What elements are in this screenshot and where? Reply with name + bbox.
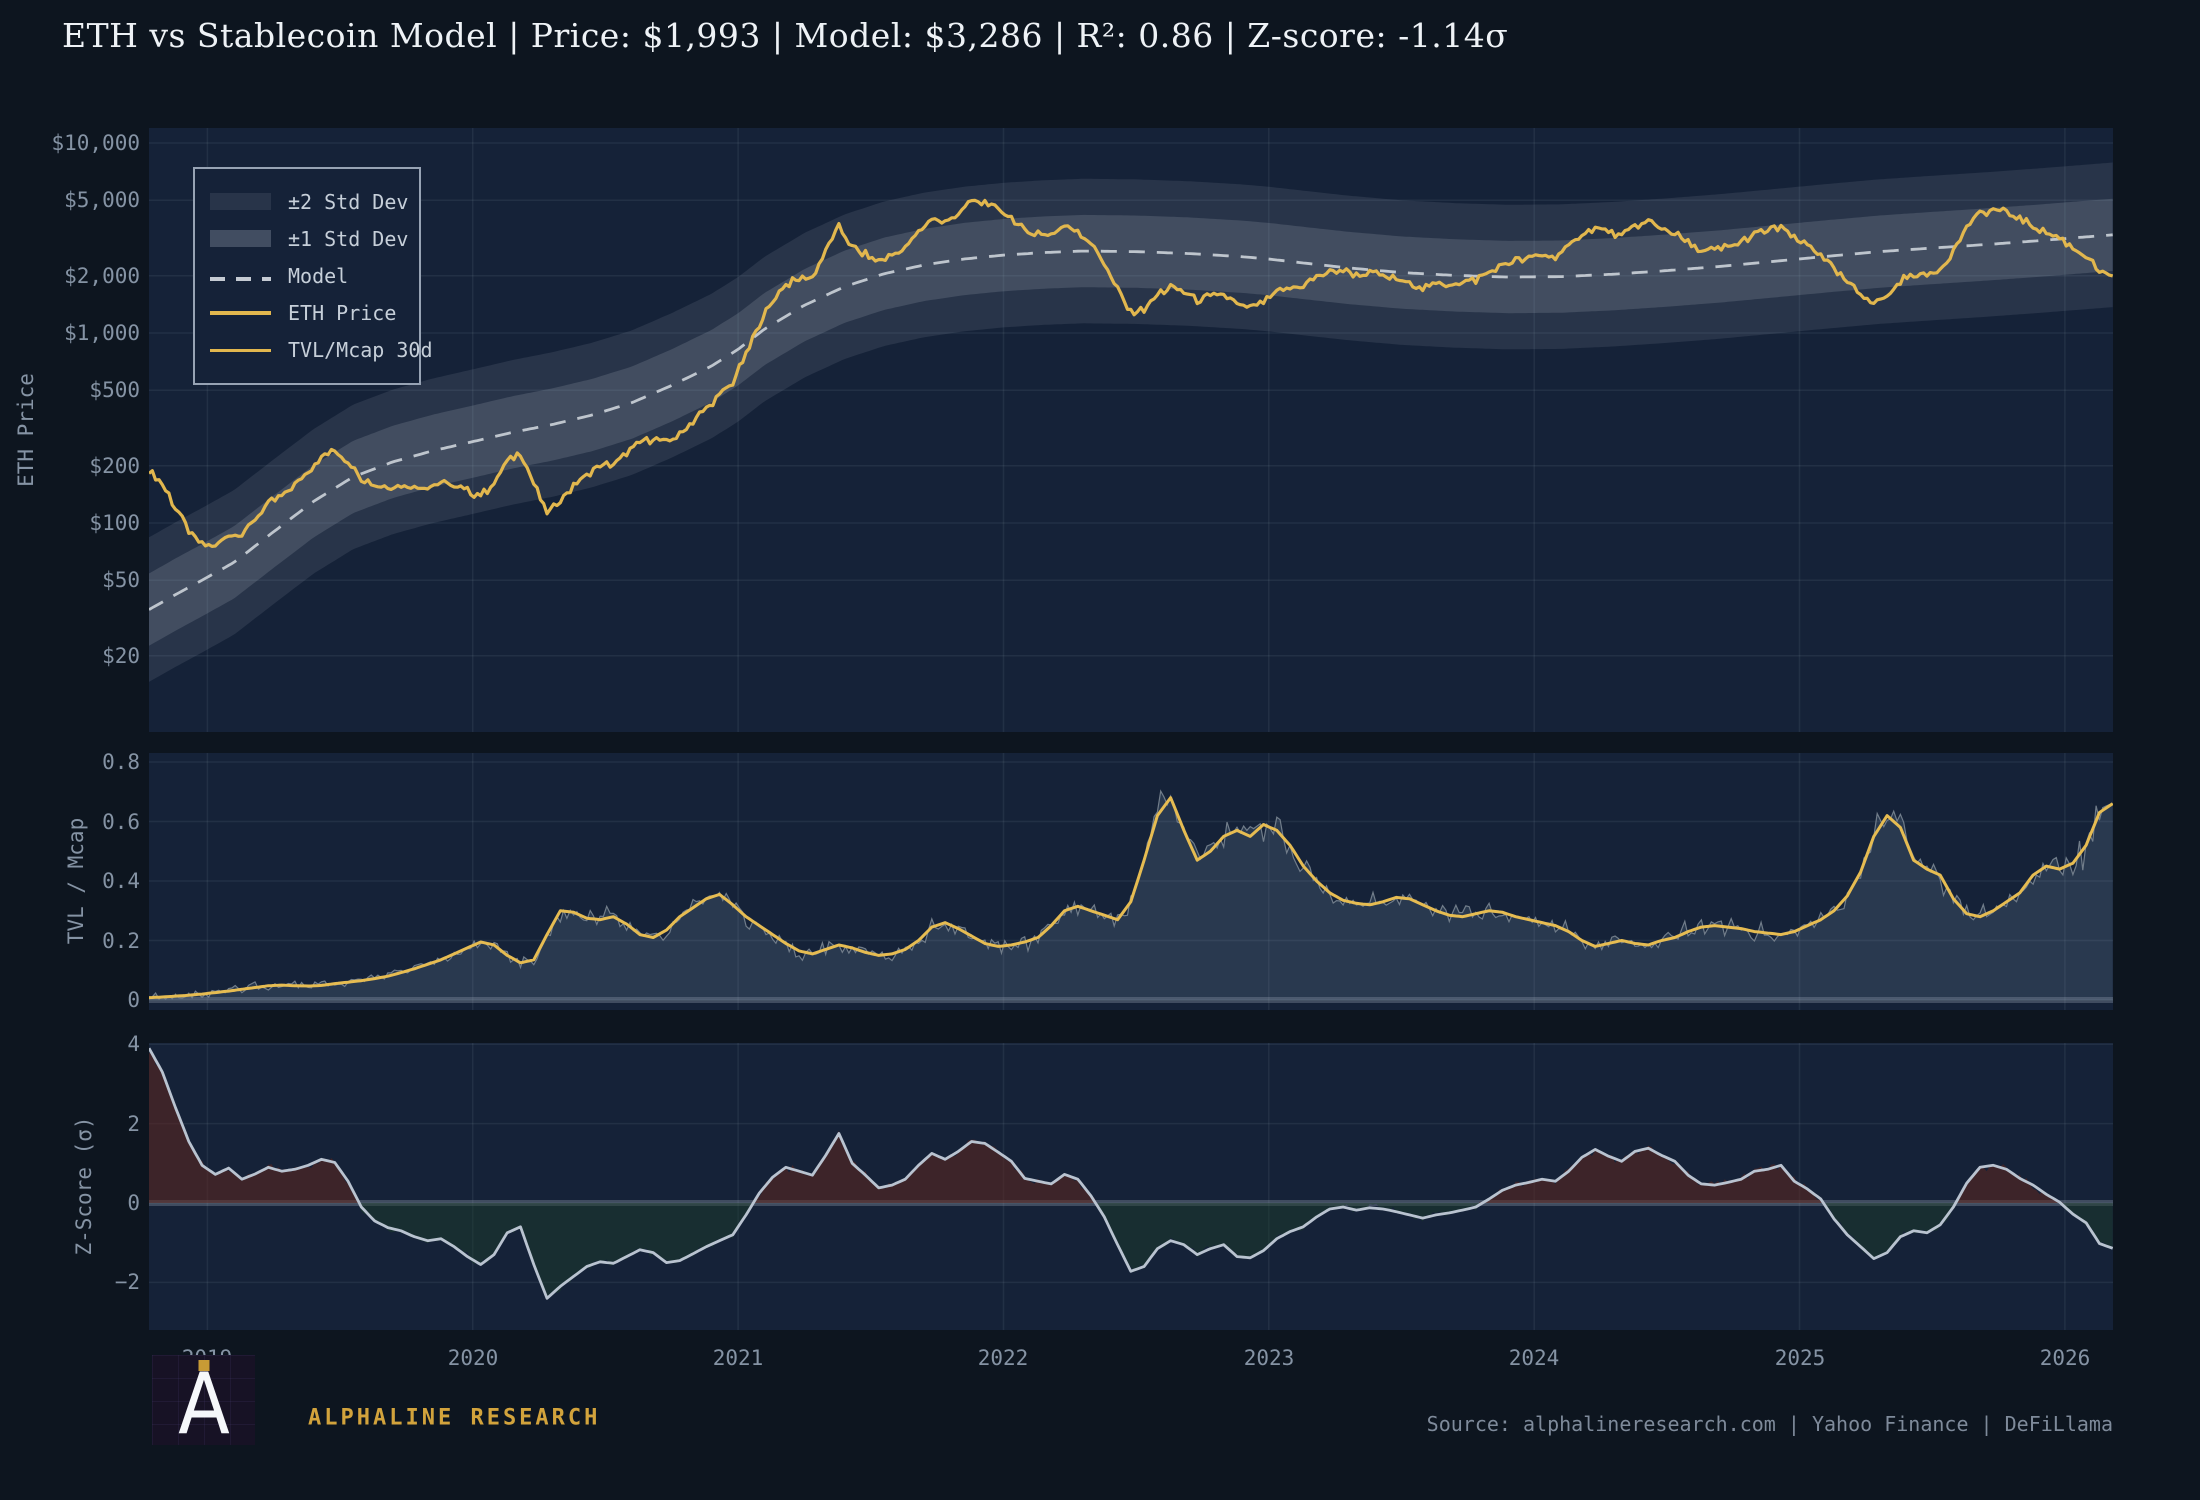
price-panel [149,128,2113,732]
x-tick-label: 2022 [977,1346,1029,1370]
legend-item-model: Model [195,264,419,288]
zscore-panel [149,1043,2113,1330]
zscore-chart [149,1043,2113,1330]
zscore-y-tick-label: 4 [127,1032,140,1056]
zscore-y-tick-label: 2 [127,1112,140,1136]
legend-item-eth: ETH Price [195,301,419,325]
price-y-tick-label: $500 [89,378,140,402]
tvl-y-tick-label: 0.6 [102,810,140,834]
alphaline-logo: A [152,1355,255,1445]
source-credits: Source: alphalineresearch.com | Yahoo Fi… [1426,1412,2113,1436]
tvl-y-tick-label: 0.2 [102,929,140,953]
price-y-tick-label: $5,000 [64,188,140,212]
band2-swatch-icon [210,193,271,211]
x-tick-label: 2021 [712,1346,764,1370]
price-chart [149,128,2113,732]
legend-label: Model [288,263,349,288]
legend: ±2 Std Dev ±1 Std Dev Model ETH Price TV… [193,167,433,385]
x-tick-label: 2023 [1243,1346,1295,1370]
x-tick-label: 2020 [447,1346,499,1370]
legend-label: TVL/Mcap 30d [288,338,433,363]
tvl-chart [149,753,2113,1010]
legend-item-tvl: TVL/Mcap 30d [195,338,433,362]
price-y-tick-label: $10,000 [51,131,140,155]
price-y-tick-label: $200 [89,454,140,478]
tvl-y-tick-label: 0.4 [102,869,140,893]
tvl-y-tick-label: 0.8 [102,750,140,774]
gold-thin-line-swatch-icon [210,348,271,352]
price-y-tick-label: $20 [102,644,140,668]
logo-gold-square-icon [198,1360,209,1371]
price-y-tick-label: $2,000 [64,264,140,288]
gold-line-swatch-icon [210,311,271,316]
band1-swatch-icon [210,230,271,248]
price-y-tick-label: $100 [89,511,140,535]
price-y-tick-label: $1,000 [64,321,140,345]
price-y-tick-label: $50 [102,568,140,592]
zscore-y-tick-label: 0 [127,1191,140,1215]
legend-item-band2: ±2 Std Dev [195,190,419,214]
x-tick-label: 2025 [1774,1346,1826,1370]
legend-label: ±1 Std Dev [288,226,409,251]
zscore-axis-title: Z-Score (σ) [72,1116,96,1256]
legend-label: ETH Price [288,301,397,326]
legend-label: ±2 Std Dev [288,189,409,214]
brand-name: ALPHALINE RESEARCH [308,1405,601,1431]
tvl-panel [149,753,2113,1010]
zscore-y-tick-label: −2 [114,1270,140,1294]
x-tick-label: 2024 [1508,1346,1560,1370]
page-title: ETH vs Stablecoin Model | Price: $1,993 … [62,16,1509,55]
tvl-y-tick-label: 0 [127,988,140,1012]
logo-letter: A [177,1355,230,1445]
legend-item-band1: ±1 Std Dev [195,227,419,251]
x-tick-label: 2026 [2039,1346,2091,1370]
